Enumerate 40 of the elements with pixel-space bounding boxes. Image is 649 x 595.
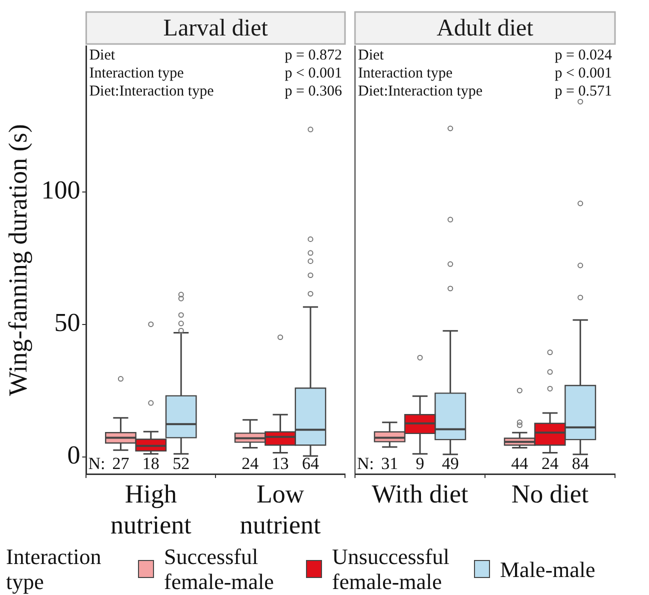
y-tick-label: 0 — [67, 440, 80, 470]
annotation: 13 — [272, 454, 289, 473]
annotation: 52 — [172, 454, 190, 473]
annotation: Interaction type — [358, 65, 453, 82]
annotation: 49 — [442, 454, 459, 473]
annotation: p = 0.024 — [554, 47, 612, 64]
annotation: 18 — [142, 454, 160, 473]
annotation: p < 0.001 — [284, 65, 342, 82]
legend-title: Interaction type — [6, 544, 102, 594]
legend-label: Unsuccessful female-male — [332, 544, 450, 594]
annotation: p = 0.872 — [284, 47, 342, 64]
annotation: Diet:Interaction type — [89, 83, 214, 100]
annotation: N: — [88, 454, 106, 473]
annotation: p = 0.306 — [284, 83, 342, 100]
annotation: Diet — [358, 47, 385, 64]
annotation: N: — [357, 454, 374, 473]
annotation: Interaction type — [89, 65, 184, 82]
x-tick-label: With diet — [372, 479, 469, 508]
legend-label: Successful female-male — [164, 544, 275, 594]
annotation: Diet — [89, 47, 116, 64]
x-tick-label: Low nutrient — [240, 479, 322, 540]
annotation: 24 — [242, 454, 260, 473]
annotation: Diet:Interaction type — [358, 83, 483, 100]
annotation: 9 — [416, 454, 424, 473]
legend-label: Male-male — [500, 556, 596, 582]
annotation: 27 — [112, 454, 130, 473]
x-tick-label: High nutrient — [110, 479, 192, 540]
annotation: 64 — [302, 454, 320, 473]
annotation: 31 — [381, 454, 398, 473]
chart-title: Adult diet — [436, 15, 534, 42]
chart-title: Larval diet — [163, 15, 268, 42]
annotation: 24 — [542, 454, 559, 473]
annotation: p < 0.001 — [554, 65, 612, 82]
annotation: 44 — [511, 454, 529, 473]
y-tick-label: 50 — [54, 308, 80, 338]
annotation: 84 — [572, 454, 590, 473]
y-tick-label: 100 — [41, 176, 80, 205]
y-axis-title: Wing-fanning duration (s) — [3, 124, 32, 396]
annotation: p = 0.571 — [554, 83, 612, 100]
x-tick-label: No diet — [511, 479, 590, 508]
